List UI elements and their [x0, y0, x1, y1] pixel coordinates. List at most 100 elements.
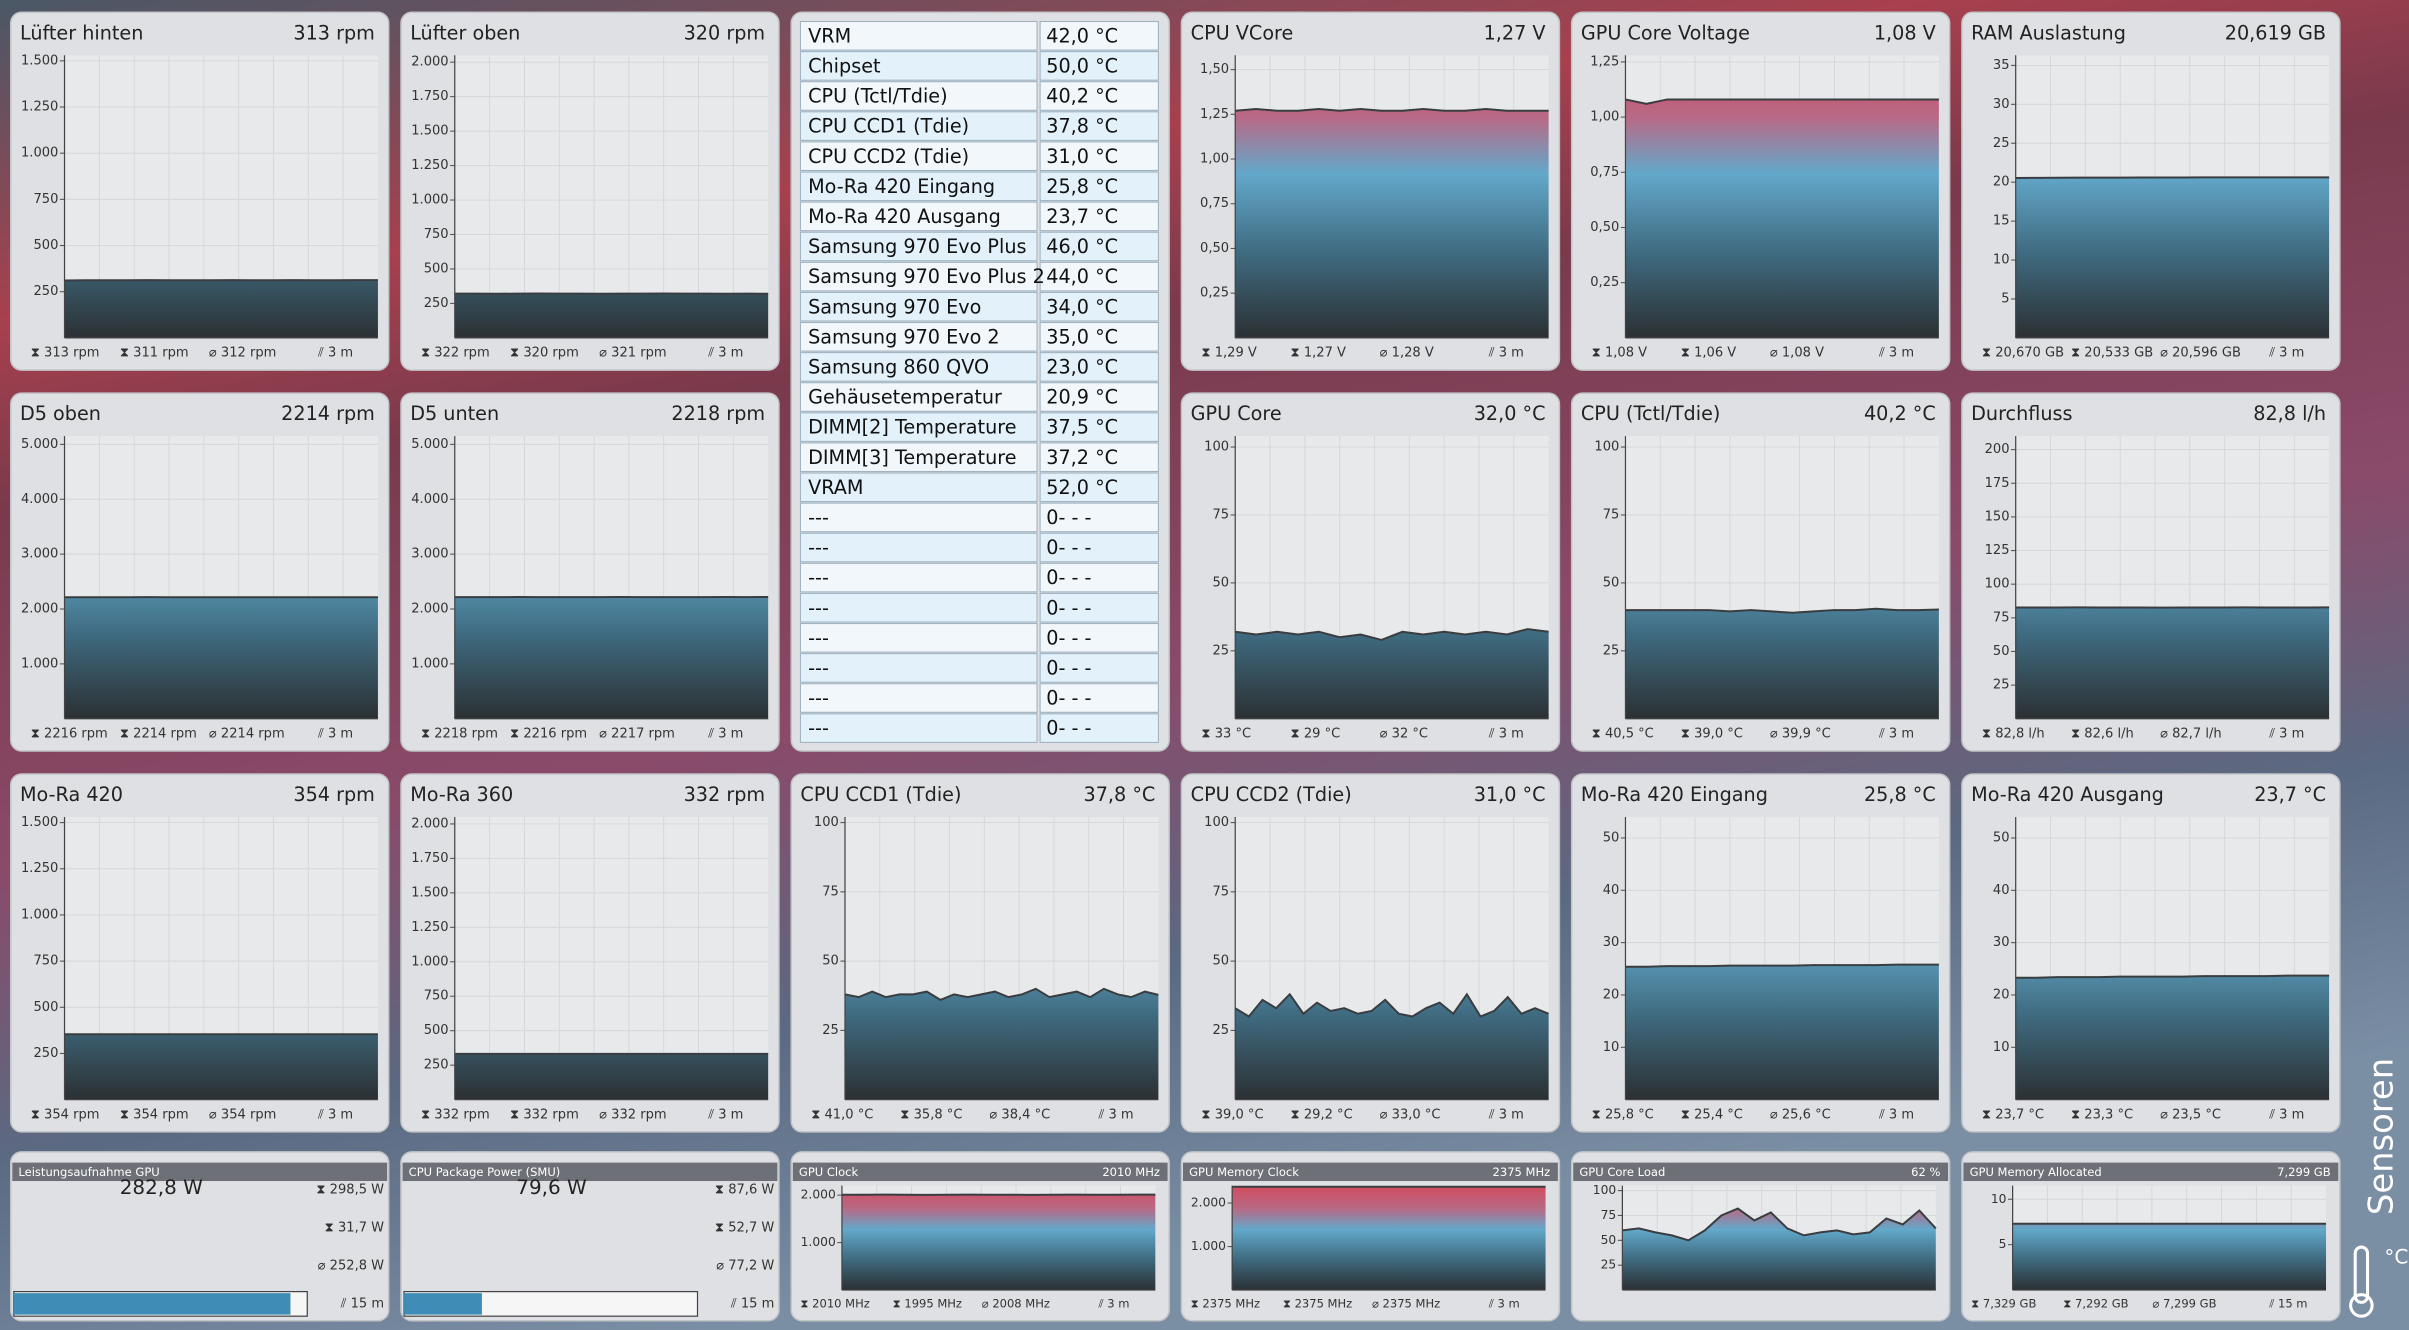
sensor-panel: RAM Auslastung 20,619 GB 5 10 15 20 25 30 35 ⧗ 20…	[1961, 11, 2341, 371]
table-cell	[1039, 592, 1159, 623]
table-cell	[799, 352, 1038, 382]
sensor-panel: D5 oben 2214 rpm 1.000 2.000 3.000 4.000 5.000…	[9, 392, 390, 752]
y-tick-label: 30	[1603, 935, 1620, 950]
stat: ⧗ 29 °C	[1291, 727, 1341, 742]
table-cell	[799, 532, 1038, 563]
table-cell	[799, 382, 1038, 412]
y-tick-label: 1.000	[411, 954, 448, 969]
panel-title: CPU VCore	[1191, 21, 1294, 44]
y-tick-label: 50	[1212, 575, 1229, 590]
table-cell	[799, 291, 1038, 322]
stat: ⧗ 332 rpm	[421, 1107, 490, 1122]
y-tick-label: 1.250	[21, 100, 58, 115]
panel-title: GPU Clock	[799, 1165, 859, 1179]
table-cell	[799, 321, 1038, 352]
sensor-value: 0- - -	[1046, 656, 1091, 679]
stat: ⫽ 3 m	[707, 727, 743, 742]
sensor-value: 35,0 °C	[1046, 325, 1118, 348]
y-tick-label: 2.000	[801, 1188, 836, 1202]
gauge-bar	[404, 1293, 482, 1315]
stat: ⌀ 1,28 V	[1380, 346, 1434, 361]
stat: ⧗ 23,3 °C	[2071, 1107, 2133, 1122]
y-tick-label: 100	[1985, 577, 2010, 592]
y-tick-label: 0,50	[1590, 220, 1619, 235]
y-tick-label: 25	[1212, 1023, 1229, 1038]
stat: ⧗ 82,6 l/h	[2071, 727, 2134, 742]
sensor-panel: CPU (Tctl/Tdie) 40,2 °C 25 50 75 100 ⧗ 40,5 °C…	[1570, 392, 1951, 752]
y-tick-label: 750	[33, 954, 58, 969]
sensor-value: 0- - -	[1046, 717, 1091, 740]
sensor-name: VRM	[808, 24, 851, 47]
table-cell	[799, 20, 1038, 51]
table-cell	[1039, 111, 1159, 141]
sensor-panel: CPU CCD1 (Tdie) 37,8 °C 25 50 75 100 ⧗ 41,0 °C…	[790, 773, 1170, 1133]
stat: ⫽ 15 m	[340, 1297, 384, 1312]
y-tick-label: 10	[1603, 1040, 1620, 1055]
panel-title: Lüfter hinten	[20, 21, 143, 44]
y-tick-label: 1.000	[411, 193, 448, 208]
mini-panel: GPU Core Load 62 % 25 50 75 100	[1570, 1151, 1951, 1322]
stat: ⌀ 77,2 W	[716, 1259, 774, 1274]
stat: ⫽ 15 m	[730, 1297, 774, 1312]
stat: ⧗ 7,292 GB	[2063, 1296, 2128, 1310]
header-bar	[792, 1162, 1168, 1182]
stat: ⫽ 3 m	[1878, 727, 1914, 742]
panel-title: GPU Memory Allocated	[1970, 1165, 2102, 1179]
stat: ⧗ 40,5 °C	[1592, 727, 1654, 742]
panel-value: 332 rpm	[684, 783, 765, 806]
sensor-table: VRM 42,0 °C Chipset 50,0 °C CPU (Tctl/Tdie) 4…	[790, 11, 1170, 752]
stat: ⫽ 3 m	[1488, 727, 1524, 742]
y-tick-label: 1.000	[21, 656, 58, 671]
sensor-panel: GPU Core 32,0 °C 25 50 75 100 ⧗ 33 °C ⧗ 29 °C ⌀ …	[1180, 392, 1561, 752]
panel-background	[9, 1151, 390, 1322]
y-tick-label: 1,00	[1200, 152, 1229, 167]
table-cell	[1039, 81, 1159, 111]
stat: ⌀ 321 rpm	[599, 346, 666, 361]
stat: ⧗ 20,670 GB	[1982, 346, 2064, 361]
y-tick-label: 40	[1603, 883, 1620, 898]
y-tick-label: 1.500	[21, 815, 58, 830]
sidebar-title: Sensoren	[2361, 1058, 2400, 1215]
area	[1625, 608, 1939, 719]
sensor-name: Chipset	[808, 54, 881, 77]
y-tick-label: 250	[424, 1058, 449, 1073]
stat: ⧗ 2218 rpm	[421, 727, 498, 742]
header-bar	[1573, 1162, 1949, 1182]
y-tick-label: 35	[1993, 58, 2010, 73]
y-tick-label: 1,25	[1590, 54, 1619, 69]
sensor-panel: GPU Core Voltage 1,08 V 0,25 0,50 0,75 1,00 1,…	[1570, 11, 1951, 371]
y-tick-label: 1.000	[411, 656, 448, 671]
table-cell	[1039, 713, 1159, 743]
y-tick-label: 75	[1993, 610, 2010, 625]
sidebar: Sensoren °C	[2349, 1058, 2408, 1318]
y-tick-label: 50	[1603, 830, 1620, 845]
y-tick-label: 0,75	[1590, 165, 1619, 180]
y-tick-label: 0,25	[1590, 275, 1619, 290]
y-tick-label: 20	[1993, 175, 2010, 190]
stat: ⧗ 2216 rpm	[31, 727, 108, 742]
y-tick-label: 10	[1993, 1040, 2010, 1055]
table-cell	[799, 622, 1038, 653]
table-cell	[1039, 412, 1159, 442]
area	[1622, 1208, 1936, 1291]
sensor-value: 42,0 °C	[1046, 24, 1118, 47]
y-tick-label: 1,50	[1200, 62, 1229, 77]
y-tick-label: 1.500	[21, 53, 58, 68]
table-cell	[799, 562, 1038, 593]
y-tick-label: 1.500	[411, 885, 448, 900]
y-tick-label: 500	[424, 1023, 449, 1038]
y-tick-label: 1,00	[1590, 110, 1619, 125]
area	[2012, 1223, 2327, 1291]
sensor-name: Mo-Ra 420 Eingang	[808, 175, 995, 198]
table-cell	[799, 141, 1038, 172]
y-tick-label: 5	[2001, 291, 2009, 306]
sensor-value: 46,0 °C	[1046, 235, 1118, 258]
stat: ⧗ 320 rpm	[510, 346, 579, 361]
sensor-name: ---	[808, 596, 829, 619]
table-cell	[799, 51, 1038, 81]
panel-title: Leistungsaufnahme GPU	[18, 1165, 159, 1179]
table-cell	[1039, 321, 1159, 352]
y-tick-label: 5.000	[411, 437, 448, 452]
y-tick-label: 20	[1993, 987, 2010, 1002]
y-tick-label: 100	[1593, 1183, 1616, 1197]
